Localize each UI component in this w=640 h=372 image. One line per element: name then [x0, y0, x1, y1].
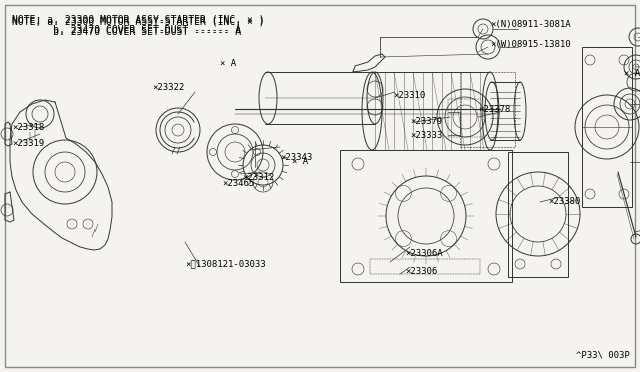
Bar — [582, 47, 632, 207]
Text: ×23343: ×23343 — [280, 153, 312, 161]
Text: ×23312: ×23312 — [242, 173, 275, 182]
Text: ×23379: ×23379 — [410, 118, 442, 126]
Text: ^P33\ 003P: ^P33\ 003P — [576, 351, 630, 360]
Text: ×(W)08915-13810: ×(W)08915-13810 — [490, 39, 571, 48]
Text: ×23465: ×23465 — [222, 180, 254, 189]
Bar — [460, 72, 515, 147]
Text: ×23378: ×23378 — [478, 106, 510, 115]
Text: × A: × A — [220, 60, 236, 68]
Text: ×23306: ×23306 — [405, 267, 437, 276]
Text: × A: × A — [624, 70, 640, 78]
Text: ×(N)08911-3081A: ×(N)08911-3081A — [490, 19, 571, 29]
Text: b. 23470 COVER SET-DUST ------ A: b. 23470 COVER SET-DUST ------ A — [12, 27, 241, 37]
Bar — [448, 99, 483, 137]
Bar — [370, 259, 480, 274]
Text: ×23310: ×23310 — [393, 90, 425, 99]
Text: ×23322: ×23322 — [152, 83, 184, 92]
Bar — [508, 152, 568, 277]
Text: NOTE; a. 23300 MOTOR ASSY-STARTER (INC. × ): NOTE; a. 23300 MOTOR ASSY-STARTER (INC. … — [12, 14, 264, 24]
Text: ×23319: ×23319 — [12, 140, 44, 148]
Bar — [340, 150, 512, 282]
Text: NOTE; a. 23300 MOTOR ASSY-STARTER (INC. × ): NOTE; a. 23300 MOTOR ASSY-STARTER (INC. … — [12, 17, 264, 27]
Text: ×23380: ×23380 — [548, 198, 580, 206]
Text: ×23318: ×23318 — [12, 122, 44, 131]
Text: × A: × A — [292, 157, 308, 167]
Text: ×23306A: ×23306A — [405, 250, 443, 259]
Text: ×␹1308121-03033: ×␹1308121-03033 — [185, 260, 266, 269]
Text: ×23333: ×23333 — [410, 131, 442, 140]
Text: b. 23470 COVER SET-DUST ------ A: b. 23470 COVER SET-DUST ------ A — [12, 25, 241, 35]
